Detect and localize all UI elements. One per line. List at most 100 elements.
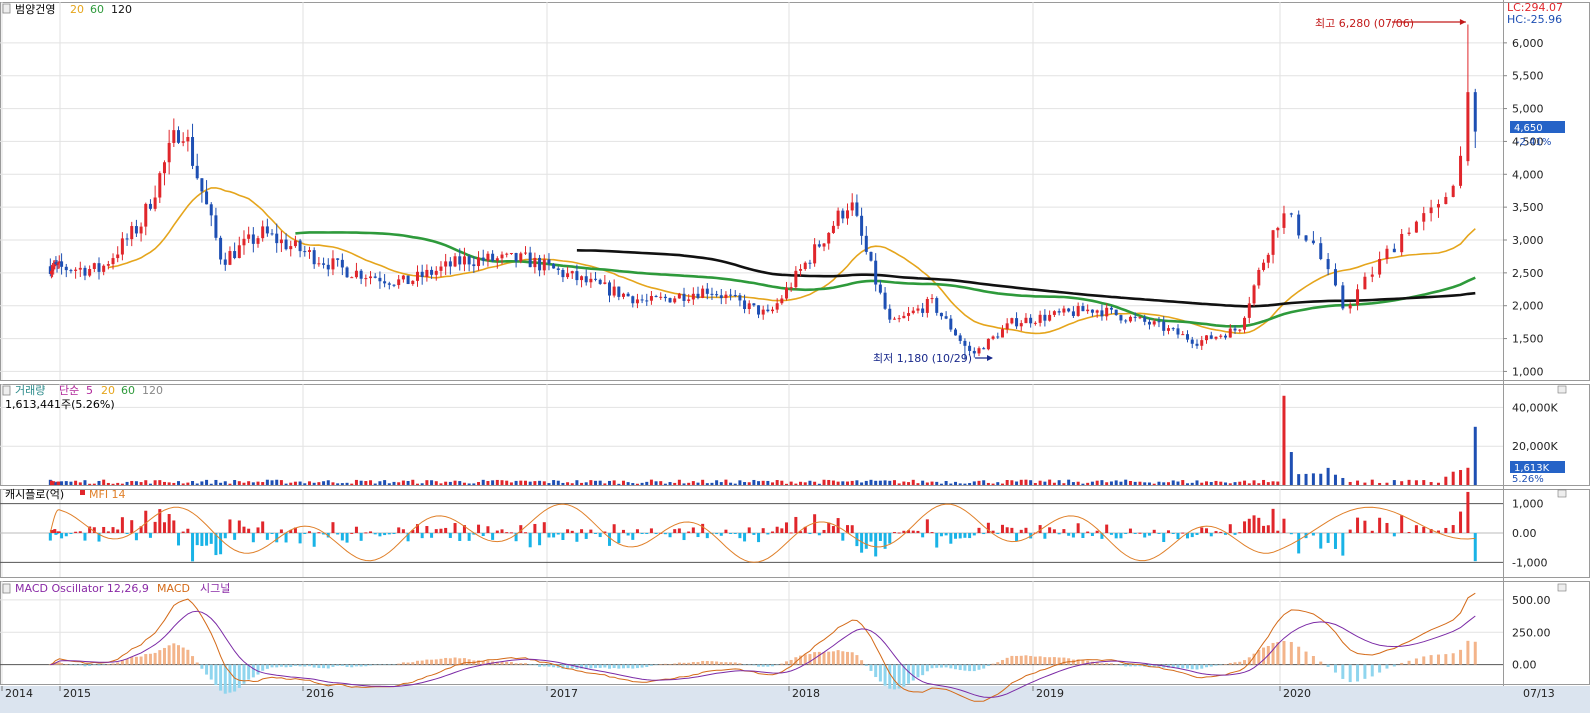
macd-osc-bar[interactable]	[710, 661, 714, 665]
volume-bar[interactable]	[1311, 473, 1315, 485]
candle[interactable]	[584, 276, 588, 283]
macd-osc-bar[interactable]	[1185, 664, 1189, 669]
cashflow-bar[interactable]	[1444, 527, 1448, 533]
macd-osc-bar[interactable]	[401, 662, 405, 665]
macd-osc-bar[interactable]	[64, 664, 68, 665]
candle[interactable]	[1000, 329, 1004, 338]
volume-bar[interactable]	[589, 480, 593, 485]
candle[interactable]	[673, 298, 677, 303]
cashflow-bar[interactable]	[1019, 529, 1023, 533]
macd-osc-bar[interactable]	[1019, 655, 1023, 665]
cashflow-bar[interactable]	[406, 533, 410, 542]
candle[interactable]	[696, 293, 700, 298]
cashflow-bar[interactable]	[1252, 515, 1256, 533]
candle[interactable]	[1233, 328, 1237, 331]
macd-osc-bar[interactable]	[855, 655, 859, 665]
candle[interactable]	[275, 233, 279, 244]
candle[interactable]	[1109, 307, 1113, 310]
volume-bar[interactable]	[373, 483, 377, 485]
candle[interactable]	[608, 282, 612, 296]
cashflow-bar[interactable]	[808, 533, 812, 534]
cashflow-bar[interactable]	[528, 533, 532, 548]
candle[interactable]	[621, 293, 625, 297]
volume-bar[interactable]	[729, 482, 733, 485]
cashflow-bar[interactable]	[340, 533, 344, 541]
macd-osc-bar[interactable]	[111, 663, 115, 665]
cashflow-bar[interactable]	[827, 522, 831, 533]
cashflow-bar[interactable]	[580, 529, 584, 533]
volume-bar[interactable]	[1407, 479, 1411, 485]
cashflow-bar[interactable]	[789, 532, 793, 534]
candle[interactable]	[864, 235, 868, 252]
volume-bar[interactable]	[874, 480, 878, 485]
macd-osc-bar[interactable]	[1024, 655, 1028, 665]
cashflow-bar[interactable]	[279, 529, 283, 533]
cashflow-bar[interactable]	[467, 533, 471, 541]
cashflow-bar[interactable]	[130, 520, 134, 533]
volume-bar[interactable]	[495, 479, 499, 485]
cashflow-bar[interactable]	[448, 533, 452, 538]
volume-bar[interactable]	[659, 481, 663, 485]
volume-bar[interactable]	[831, 480, 835, 485]
cashflow-bar[interactable]	[1422, 526, 1426, 533]
volume-bar[interactable]	[1219, 481, 1223, 485]
macd-osc-bar[interactable]	[425, 659, 429, 665]
candle[interactable]	[1033, 322, 1037, 324]
volume-bar[interactable]	[1238, 481, 1242, 485]
candle[interactable]	[78, 267, 82, 270]
macd-osc-bar[interactable]	[1128, 664, 1132, 667]
candle[interactable]	[369, 276, 373, 279]
candle[interactable]	[1162, 321, 1166, 331]
candle[interactable]	[1214, 336, 1218, 339]
cashflow-bar[interactable]	[733, 533, 737, 534]
cashflow-bar[interactable]	[1289, 533, 1293, 535]
cashflow-bar[interactable]	[1105, 524, 1109, 533]
volume-bar[interactable]	[878, 480, 882, 485]
macd-osc-bar[interactable]	[162, 647, 166, 665]
cashflow-bar[interactable]	[1005, 527, 1009, 533]
macd-osc-bar[interactable]	[1086, 660, 1090, 665]
candle[interactable]	[401, 275, 405, 280]
macd-osc-bar[interactable]	[649, 664, 653, 666]
candle[interactable]	[186, 137, 190, 142]
candle[interactable]	[1190, 339, 1194, 344]
volume-bar[interactable]	[392, 481, 396, 485]
candle[interactable]	[963, 340, 967, 346]
macd-osc-bar[interactable]	[359, 664, 363, 667]
cashflow-bar[interactable]	[570, 530, 574, 533]
candle[interactable]	[925, 299, 929, 313]
volume-bar[interactable]	[743, 482, 747, 485]
volume-bar[interactable]	[968, 483, 972, 485]
macd-osc-bar[interactable]	[1385, 664, 1389, 669]
macd-osc-bar[interactable]	[1109, 663, 1113, 665]
cashflow-bar[interactable]	[649, 528, 653, 533]
macd-osc-bar[interactable]	[677, 662, 681, 665]
candle[interactable]	[1319, 243, 1323, 260]
candle[interactable]	[172, 130, 176, 143]
macd-osc-bar[interactable]	[69, 664, 73, 666]
cashflow-bar[interactable]	[1228, 524, 1232, 533]
cashflow-bar[interactable]	[317, 532, 321, 534]
volume-bar[interactable]	[462, 482, 466, 485]
volume-bar[interactable]	[598, 480, 602, 485]
volume-bar[interactable]	[167, 482, 171, 485]
volume-bar[interactable]	[1128, 481, 1132, 485]
volume-bar[interactable]	[621, 480, 625, 485]
cashflow-bar[interactable]	[594, 533, 598, 534]
candle[interactable]	[500, 254, 504, 259]
macd-osc-bar[interactable]	[682, 662, 686, 665]
candle[interactable]	[486, 253, 490, 261]
macd-osc-bar[interactable]	[1095, 662, 1099, 665]
volume-bar[interactable]	[1414, 480, 1418, 485]
candle[interactable]	[841, 210, 845, 219]
volume-bar[interactable]	[635, 483, 639, 485]
cashflow-bar[interactable]	[729, 533, 733, 534]
macd-osc-bar[interactable]	[1200, 664, 1204, 669]
macd-osc-bar[interactable]	[963, 664, 967, 671]
candle[interactable]	[1282, 213, 1286, 228]
volume-bar[interactable]	[1289, 452, 1293, 485]
volume-bar[interactable]	[719, 482, 723, 485]
volume-bar[interactable]	[1095, 480, 1099, 485]
candle[interactable]	[784, 287, 788, 299]
volume-bar[interactable]	[1459, 470, 1463, 485]
